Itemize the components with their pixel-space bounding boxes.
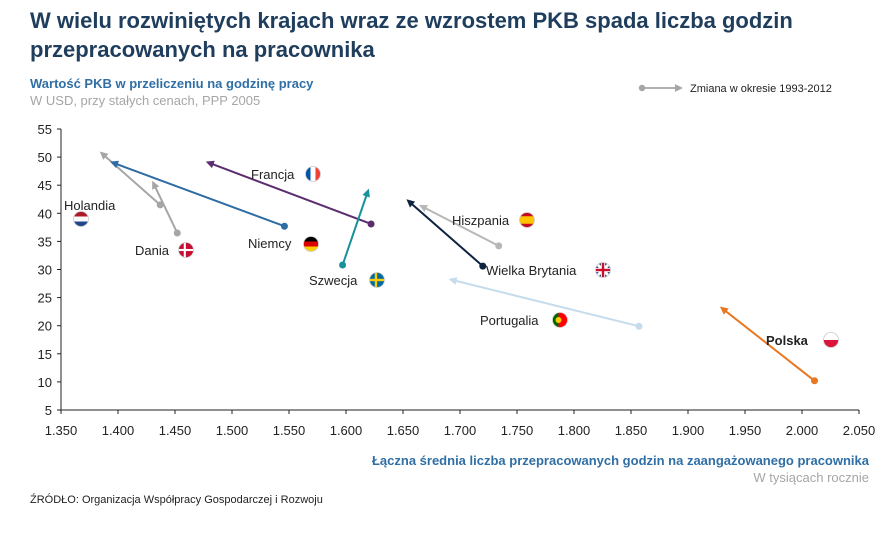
arrowhead-niemcy	[110, 160, 119, 169]
arrow-line-wielka-brytania	[410, 202, 484, 267]
arrow-line-portugalia	[454, 279, 640, 328]
arrow-line-szwecja	[341, 193, 368, 266]
y-tick-label: 15	[38, 347, 52, 362]
x-tick-label: 2.050	[843, 423, 876, 438]
flag-icon-se	[369, 272, 385, 288]
start-point-francja	[367, 220, 375, 228]
legend-arrowhead	[674, 84, 683, 92]
y-tick-label: 5	[45, 403, 52, 418]
y-tick-label: 35	[38, 234, 52, 249]
y-tick-label: 10	[38, 375, 52, 390]
start-point-niemcy	[280, 222, 288, 230]
flag-icon-fr	[305, 166, 321, 182]
x-tick-label: 2.000	[786, 423, 819, 438]
x-tick-label: 1.450	[159, 423, 192, 438]
x-tick-label: 1.350	[45, 423, 78, 438]
source-note: ŹRÓDŁO: Organizacja Współpracy Gospodarc…	[30, 494, 323, 506]
x-tick-label: 1.950	[729, 423, 762, 438]
y-tick-label: 30	[38, 263, 52, 278]
country-label-wielka-brytania: Wielka Brytania	[486, 263, 577, 278]
chart-subtitle: Wartość PKB w przeliczeniu na godzinę pr…	[30, 76, 314, 91]
country-label-dania: Dania	[135, 243, 170, 258]
chart-subtitle-units: W USD, przy stałych cenach, PPP 2005	[30, 93, 261, 108]
x-tick-label: 1.800	[558, 423, 591, 438]
arrow-line-francja	[211, 162, 372, 225]
x-tick-label: 1.700	[444, 423, 477, 438]
arrowhead-szwecja	[362, 188, 370, 198]
arrow-line-dania	[153, 185, 179, 234]
start-point-hiszpania	[495, 242, 503, 250]
start-point-dania	[173, 229, 181, 237]
start-point-szwecja	[339, 261, 347, 269]
start-point-wielka-brytania	[479, 262, 487, 270]
arrow-line-niemcy	[115, 162, 285, 228]
x-tick-label: 1.400	[102, 423, 135, 438]
y-tick-label: 40	[38, 206, 52, 221]
country-label-niemcy: Niemcy	[248, 236, 292, 251]
page-title: W wielu rozwiniętych krajach wraz ze wzr…	[30, 8, 793, 62]
flag-icon-dk	[178, 242, 194, 258]
flag-icon-pl	[823, 332, 839, 348]
legend-label: Zmiana w okresie 1993-2012	[690, 83, 832, 95]
flag-icon-de	[303, 236, 319, 252]
arrowhead-wielka-brytania	[406, 199, 416, 208]
legend-start-dot	[638, 84, 646, 92]
flag-icon-pt	[552, 312, 568, 328]
flag-icon-nl	[73, 211, 89, 227]
x-tick-label: 1.550	[273, 423, 306, 438]
x-tick-label: 1.900	[672, 423, 705, 438]
y-tick-label: 45	[38, 178, 52, 193]
y-tick-label: 50	[38, 150, 52, 165]
flag-icon-es	[519, 212, 535, 228]
country-label-hiszpania: Hiszpania	[452, 213, 510, 228]
x-tick-label: 1.850	[615, 423, 648, 438]
start-point-portugalia	[635, 322, 643, 330]
x-tick-label: 1.500	[216, 423, 249, 438]
start-point-polska	[811, 377, 819, 385]
flag-icon-gb	[595, 262, 611, 278]
country-label-portugalia: Portugalia	[480, 313, 539, 328]
x-tick-label: 1.750	[501, 423, 534, 438]
country-label-polska: Polska	[766, 333, 809, 348]
x-axis-units: W tysiącach rocznie	[753, 470, 869, 485]
arrowhead-holandia	[99, 151, 109, 160]
country-label-szwecja: Szwecja	[309, 273, 358, 288]
arrowhead-portugalia	[448, 277, 458, 285]
y-tick-label: 55	[38, 122, 52, 137]
arrowhead-polska	[719, 306, 729, 315]
arrow-line-hiszpania	[423, 206, 500, 247]
y-tick-label: 20	[38, 319, 52, 334]
x-axis-label: Łączna średnia liczba przepracowanych go…	[371, 453, 869, 468]
country-label-holandia: Holandia	[64, 198, 116, 213]
x-tick-label: 1.650	[387, 423, 420, 438]
arrowhead-francja	[205, 160, 215, 169]
x-tick-label: 1.600	[330, 423, 363, 438]
arrowhead-hiszpania	[418, 204, 428, 213]
country-label-francja: Francja	[251, 167, 295, 182]
arrowhead-dania	[152, 180, 160, 190]
y-tick-label: 25	[38, 291, 52, 306]
arrow-line-polska	[724, 309, 816, 382]
